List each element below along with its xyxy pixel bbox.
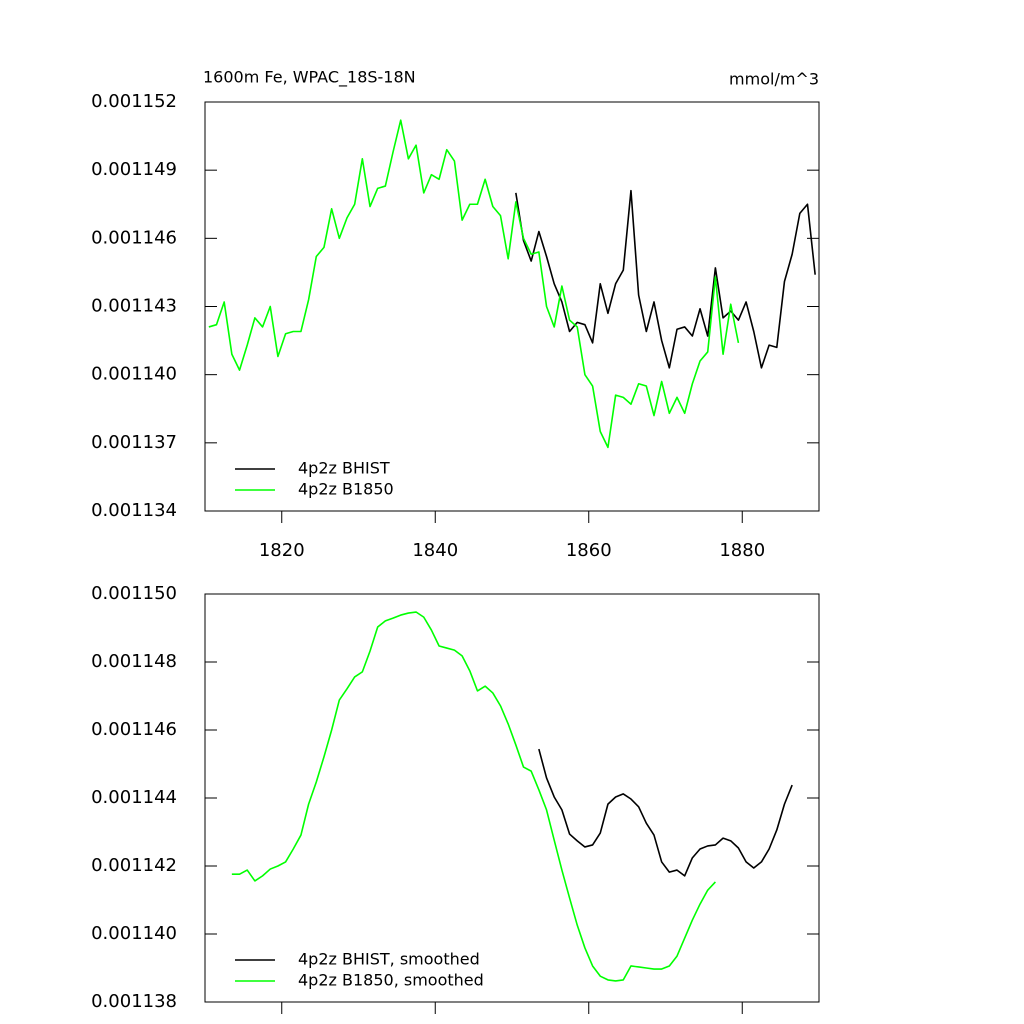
y-tick-label: 0.001146 xyxy=(91,719,177,740)
y-tick-label: 0.001143 xyxy=(91,296,177,317)
data-line xyxy=(231,611,716,982)
legend-label: 4p2z B1850 xyxy=(298,480,394,499)
legend-label: 4p2z BHIST xyxy=(298,459,390,478)
legend-label: 4p2z BHIST, smoothed xyxy=(298,950,480,969)
plot-frame xyxy=(204,593,820,1003)
legend-label: 4p2z B1850, smoothed xyxy=(298,971,484,990)
data-line xyxy=(208,119,740,449)
chart-title: 1600m Fe, WPAC_18S-18N xyxy=(203,68,416,88)
y-tick-label: 0.001150 xyxy=(91,583,177,604)
y-tick-label: 0.001140 xyxy=(91,364,177,385)
x-tick-label: 1820 xyxy=(259,540,305,561)
data-line xyxy=(538,748,793,877)
y-tick-label: 0.001134 xyxy=(91,500,177,521)
data-line xyxy=(515,189,816,369)
y-tick-label: 0.001148 xyxy=(91,651,177,672)
x-tick-label: 1840 xyxy=(412,540,458,561)
y-tick-label: 0.001144 xyxy=(91,787,177,808)
x-tick-label: 1860 xyxy=(566,540,612,561)
x-tick-label: 1880 xyxy=(719,540,765,561)
y-tick-label: 0.001152 xyxy=(91,91,177,112)
y-tick-label: 0.001146 xyxy=(91,227,177,248)
units-label: mmol/m^3 xyxy=(729,70,819,89)
y-tick-label: 0.001149 xyxy=(91,159,177,180)
y-tick-label: 0.001140 xyxy=(91,923,177,944)
y-tick-label: 0.001138 xyxy=(91,991,177,1012)
y-tick-label: 0.001142 xyxy=(91,855,177,876)
y-tick-label: 0.001137 xyxy=(91,432,177,453)
plot-frame xyxy=(204,101,820,512)
